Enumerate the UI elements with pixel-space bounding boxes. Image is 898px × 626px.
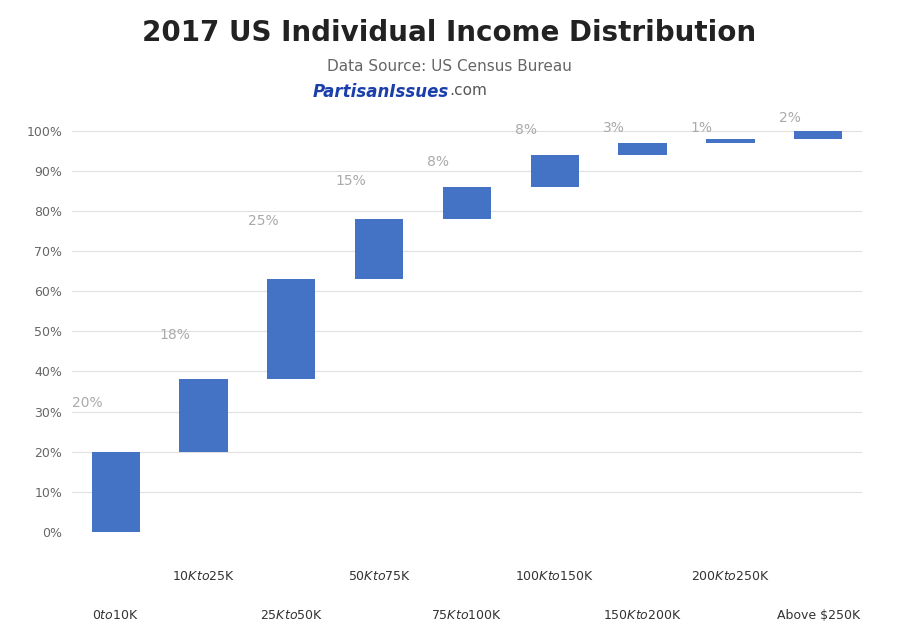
Text: 2%: 2% (779, 111, 801, 125)
Text: Data Source: US Census Bureau: Data Source: US Census Bureau (327, 59, 571, 74)
Text: $150K to $200K: $150K to $200K (603, 608, 682, 622)
Text: $10K to $25K: $10K to $25K (172, 570, 235, 583)
Text: $50K to $75K: $50K to $75K (348, 570, 410, 583)
Text: Above $250K: Above $250K (777, 608, 859, 622)
Text: $200K to $250K: $200K to $250K (691, 570, 770, 583)
Text: 20%: 20% (72, 396, 102, 411)
Text: $ 0 to $10K: $ 0 to $10K (92, 608, 139, 622)
Text: $75K to $100K: $75K to $100K (431, 608, 503, 622)
Text: $100K to $150K: $100K to $150K (515, 570, 594, 583)
Bar (794, 130, 842, 138)
Text: 8%: 8% (427, 155, 449, 170)
Bar (531, 155, 579, 187)
Text: 1%: 1% (691, 121, 713, 135)
Bar (180, 379, 228, 452)
Bar (92, 452, 140, 532)
Text: 3%: 3% (603, 121, 625, 135)
Bar (619, 143, 666, 155)
Bar (268, 279, 315, 379)
Text: 18%: 18% (160, 328, 190, 342)
Text: ․com: ․com (449, 83, 487, 98)
Text: 25%: 25% (248, 213, 278, 228)
Bar (706, 138, 754, 143)
Bar (355, 219, 403, 279)
Text: 15%: 15% (335, 173, 366, 188)
Bar (443, 187, 491, 219)
Text: 8%: 8% (515, 123, 537, 137)
Text: $25K to $50K: $25K to $50K (260, 608, 323, 622)
Text: PartisanIssues: PartisanIssues (313, 83, 449, 101)
Text: 2017 US Individual Income Distribution: 2017 US Individual Income Distribution (142, 19, 756, 47)
